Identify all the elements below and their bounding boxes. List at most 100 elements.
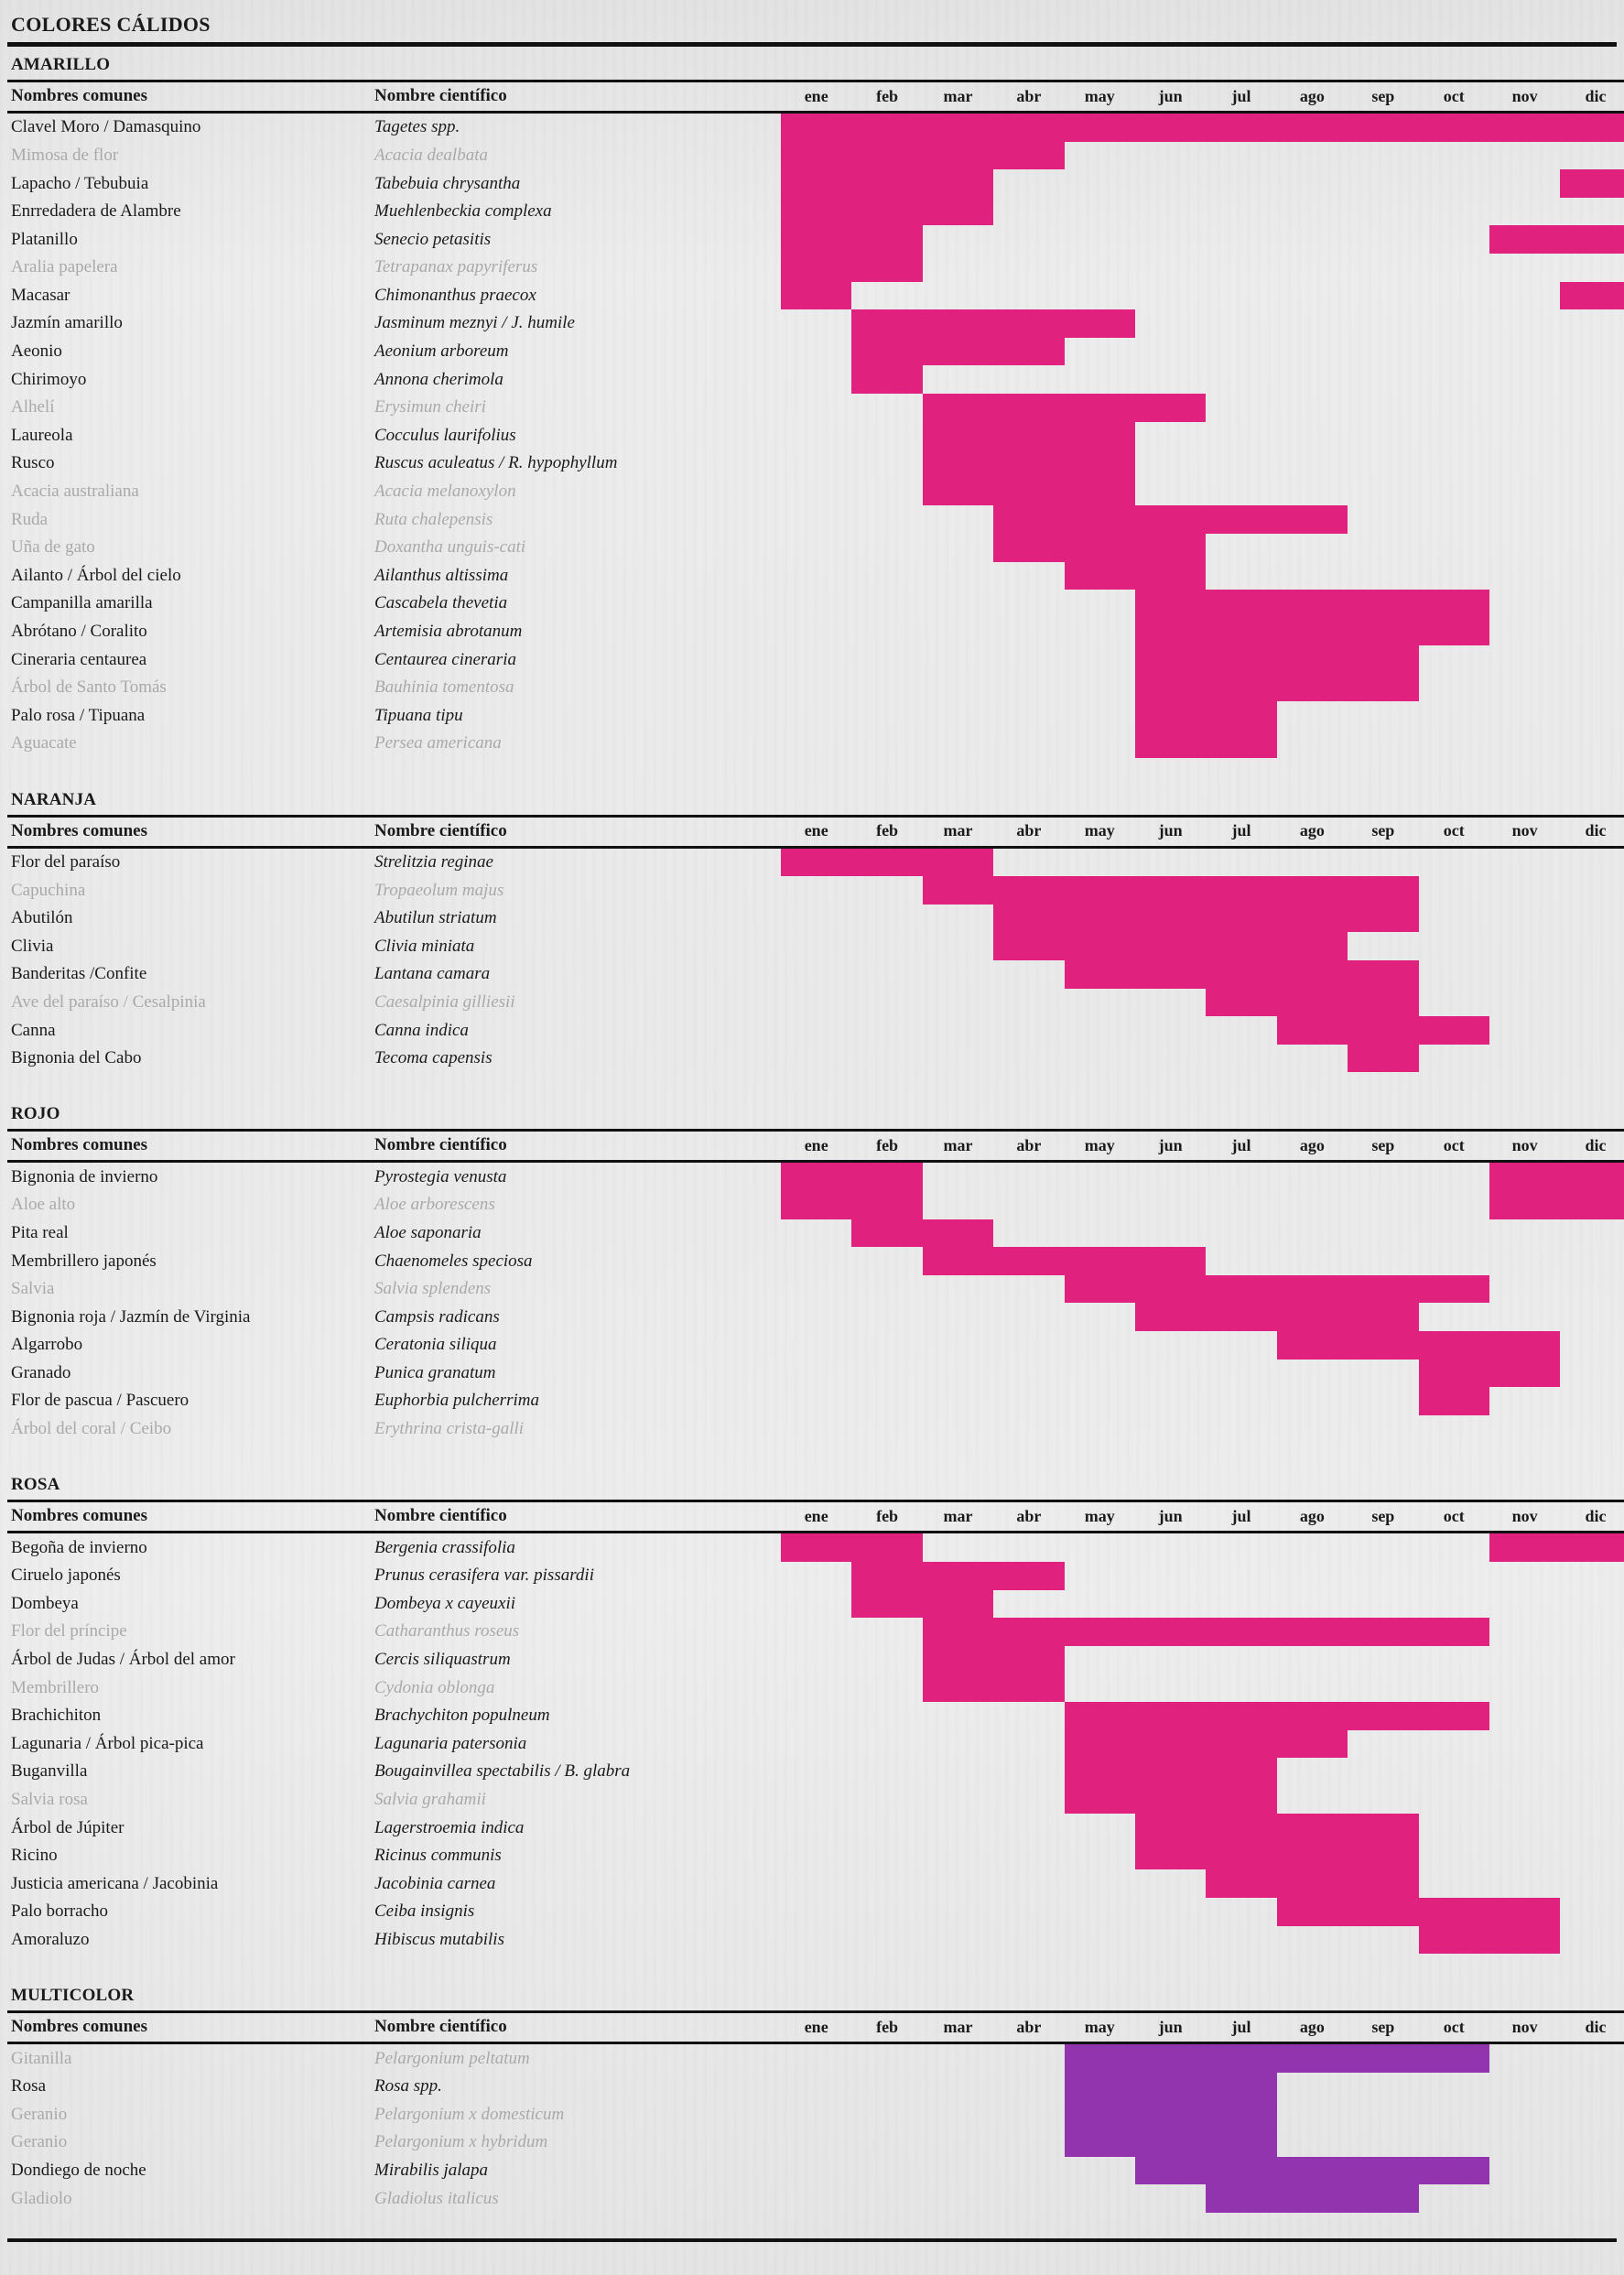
bloom-marker-dic bbox=[1560, 1646, 1624, 1674]
month-cell-empty bbox=[1348, 1674, 1418, 1702]
table-row: Gitanilla Pelargonium peltatum bbox=[7, 2043, 1624, 2073]
column-header-scientific-name: Nombre científico bbox=[371, 814, 781, 849]
month-cell-empty bbox=[781, 1730, 851, 1759]
table-row: Enrredadera de Alambre Muehlenbeckia comp… bbox=[7, 197, 1624, 226]
month-cell-empty bbox=[1348, 1360, 1418, 1388]
column-header-month-ene: ene bbox=[781, 814, 852, 849]
month-cell-active bbox=[851, 169, 923, 198]
bloom-marker-may bbox=[1065, 849, 1135, 877]
month-cell-empty bbox=[1135, 989, 1206, 1017]
bloom-marker-sep bbox=[1348, 142, 1418, 170]
bloom-marker-mar bbox=[923, 1275, 993, 1304]
section-rojo: ROJO Nombres comunes Nombre científico ene f… bbox=[7, 1096, 1624, 1467]
bloom-marker-sep bbox=[1348, 1044, 1419, 1073]
month-cell-empty bbox=[993, 847, 1064, 876]
bloom-marker-oct bbox=[1419, 562, 1489, 590]
table-row: Laureola Cocculus laurifolius bbox=[7, 421, 1624, 450]
month-cell-empty bbox=[1419, 1869, 1489, 1898]
bloom-marker-dic bbox=[1560, 281, 1624, 310]
month-cell-empty bbox=[1065, 1926, 1135, 1955]
table-row: Cineraria centaurea Centaurea cineraria bbox=[7, 645, 1624, 674]
month-cell-empty bbox=[993, 960, 1064, 989]
month-cell-active bbox=[1064, 2100, 1135, 2129]
bloom-marker-sep bbox=[1348, 1841, 1419, 1870]
bloom-marker-ene bbox=[781, 1303, 851, 1331]
month-cell-active bbox=[1134, 960, 1207, 989]
bloom-marker-dic bbox=[1560, 422, 1624, 450]
month-cell-empty bbox=[1489, 960, 1560, 989]
month-cell-active bbox=[1276, 673, 1348, 702]
month-cell-active bbox=[1489, 1533, 1561, 1562]
bloom-marker-mar bbox=[923, 1387, 993, 1415]
month-cell-empty bbox=[1489, 254, 1560, 282]
section-spacer bbox=[7, 758, 1617, 782]
month-cell-active bbox=[1418, 1387, 1489, 1415]
cell-scientific-name: Chimonanthus praecox bbox=[374, 285, 536, 305]
month-cell-empty bbox=[1348, 338, 1418, 366]
month-cell-active bbox=[851, 847, 923, 877]
bloom-marker-ago bbox=[1276, 1814, 1348, 1842]
section-amarillo: AMARILLO Nombres comunes Nombre científico… bbox=[7, 47, 1624, 782]
table-row: Salvia rosa Salvia grahamii bbox=[7, 1785, 1624, 1815]
month-cell-empty bbox=[851, 876, 922, 905]
bloom-marker-nov bbox=[1489, 309, 1560, 338]
month-cell-empty bbox=[851, 1387, 922, 1415]
month-cell-empty bbox=[781, 590, 851, 618]
month-cell-active bbox=[781, 225, 852, 254]
month-cell-empty bbox=[1419, 876, 1489, 905]
month-cell-active bbox=[781, 253, 852, 282]
column-header-scientific-name: Nombre científico bbox=[371, 1129, 781, 1164]
cell-scientific-name: Jacobinia carnea bbox=[374, 1873, 496, 1893]
bloom-marker-jul bbox=[1206, 2129, 1277, 2157]
bloom-marker-may bbox=[1065, 701, 1135, 730]
month-cell-empty bbox=[1135, 142, 1206, 170]
column-header-month-dic: dic bbox=[1560, 1129, 1624, 1164]
month-cell-active bbox=[1134, 645, 1207, 674]
column-header-month-oct: oct bbox=[1418, 1129, 1489, 1164]
month-cell-active bbox=[1064, 533, 1135, 562]
bloom-marker-ene bbox=[781, 1646, 851, 1674]
month-cell-empty bbox=[1065, 1387, 1135, 1415]
title-divider bbox=[7, 42, 1617, 47]
month-cell-active bbox=[922, 1645, 994, 1674]
month-cell-active bbox=[922, 477, 994, 506]
month-cell-active bbox=[1134, 1841, 1207, 1870]
cell-common-name: Salvia rosa bbox=[11, 1790, 88, 1810]
month-cell-empty bbox=[1419, 254, 1489, 282]
bloom-marker-jun bbox=[1135, 1926, 1206, 1955]
bloom-marker-ene bbox=[781, 645, 851, 674]
month-cell-empty bbox=[781, 989, 851, 1017]
month-cell-empty bbox=[923, 534, 993, 562]
table-row: Ave del paraíso / Cesalpinia Caesalpinia … bbox=[7, 988, 1624, 1017]
month-cell-empty bbox=[993, 1898, 1064, 1926]
month-cell-empty bbox=[1277, 1646, 1348, 1674]
bloom-marker-jul bbox=[1206, 1219, 1276, 1248]
bloom-marker-sep bbox=[1348, 701, 1418, 730]
bloom-marker-nov bbox=[1489, 1163, 1561, 1191]
table-row: Jazmín amarillo Jasminum meznyi / J. humi… bbox=[7, 309, 1624, 338]
month-cell-empty bbox=[1560, 1646, 1624, 1674]
section-spacer bbox=[7, 1443, 1617, 1467]
bloom-marker-jul bbox=[1206, 730, 1277, 758]
bloom-marker-abr bbox=[993, 1702, 1064, 1730]
bloom-marker-abr bbox=[993, 198, 1064, 226]
month-cell-empty bbox=[1560, 450, 1624, 478]
cell-scientific-name: Acacia melanoxylon bbox=[374, 482, 516, 502]
month-cell-active bbox=[1276, 1729, 1348, 1759]
month-cell-active bbox=[1276, 1303, 1348, 1331]
bloom-marker-abr bbox=[993, 1561, 1065, 1590]
month-cell-empty bbox=[1348, 169, 1418, 198]
bloom-marker-ago bbox=[1276, 876, 1348, 905]
month-cell-empty bbox=[923, 618, 993, 646]
month-cell-empty bbox=[1277, 478, 1348, 506]
cell-common-name: Palo borracho bbox=[11, 1901, 109, 1922]
bloom-marker-abr bbox=[993, 1814, 1064, 1842]
cell-scientific-name: Euphorbia pulcherrima bbox=[374, 1391, 539, 1411]
month-cell-active bbox=[1348, 2184, 1419, 2213]
bloom-marker-sep bbox=[1348, 1562, 1418, 1590]
bloom-marker-dic bbox=[1560, 1045, 1624, 1073]
bloom-marker-jun bbox=[1134, 2100, 1207, 2129]
month-cell-empty bbox=[781, 960, 851, 989]
bloom-marker-mar bbox=[923, 534, 993, 562]
month-cell-empty bbox=[1065, 1016, 1135, 1045]
